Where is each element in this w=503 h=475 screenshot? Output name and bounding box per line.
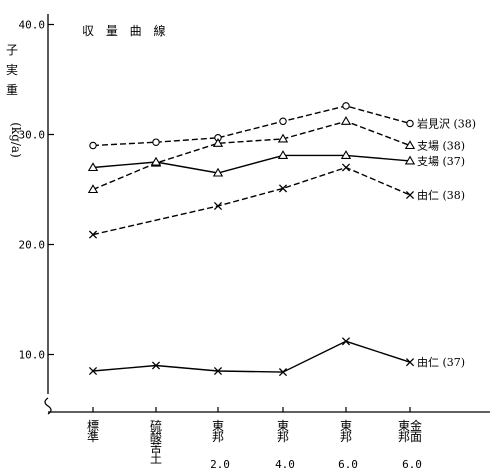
x-category-label: 苦: [150, 441, 162, 455]
x-marker: [88, 366, 98, 376]
x-category-label: 準: [87, 429, 99, 444]
series-line: [92, 120, 411, 191]
y-tick-label: 40.0: [19, 19, 46, 32]
series-label: 由仁 (37): [417, 355, 465, 369]
x-category-label: 邦面: [398, 430, 422, 444]
x-category-label: 邦: [212, 430, 224, 444]
x-marker: [278, 184, 288, 193]
triangle-marker: [277, 150, 289, 159]
series-line: [92, 154, 411, 174]
circle-marker: [89, 141, 97, 150]
x-category-value: 6.0: [402, 458, 422, 471]
x-category-value: 6.0: [338, 458, 358, 471]
x-marker: [405, 358, 415, 367]
series-label: 岩見沢 (38): [417, 117, 476, 131]
triangle-marker: [212, 138, 224, 147]
x-category-label: 酸: [150, 429, 162, 444]
y-tick-label: 10.0: [19, 349, 46, 362]
x-category-label: 土: [150, 452, 162, 466]
x-category-label: 標: [87, 419, 99, 433]
y-tick-label: 20.0: [19, 239, 46, 252]
x-category-value: 4.0: [275, 458, 295, 471]
x-category-label: 東: [212, 419, 224, 433]
x-marker: [213, 366, 223, 376]
series-3: 支場 (37): [87, 150, 465, 177]
series-label: 支場 (38): [417, 140, 465, 153]
series-label: 支場 (37): [417, 155, 465, 168]
circle-marker: [406, 119, 414, 128]
y-axis-unit: (kg/a): [9, 122, 23, 158]
x-category-label: 東: [340, 419, 352, 433]
x-marker: [341, 337, 351, 346]
y-axis-label: 実: [6, 62, 18, 77]
axes: 10.0 20.0 30.0 40.0: [19, 14, 490, 415]
y-tick-label: 30.0: [19, 129, 46, 142]
x-marker: [405, 190, 415, 200]
x-category-value: 2.0: [210, 458, 230, 471]
triangle-marker: [212, 167, 224, 177]
x-marker: [151, 361, 161, 370]
triangle-marker: [404, 140, 416, 150]
triangle-marker: [87, 162, 99, 172]
chart-title: 収 量 曲 線: [82, 23, 169, 38]
x-marker: [278, 368, 288, 377]
series-line: [92, 105, 411, 147]
x-category-label: 硫: [150, 418, 162, 433]
y-axis-label: 子: [6, 43, 18, 57]
x-category-label: 邦: [277, 430, 289, 444]
series-1: 岩見沢 (38): [89, 102, 476, 150]
circle-marker: [279, 117, 287, 126]
x-marker: [341, 163, 351, 172]
series-2: 支場 (38): [87, 116, 465, 194]
triangle-marker: [404, 155, 416, 165]
triangle-marker: [150, 156, 162, 166]
series-label: 由仁 (38): [417, 188, 465, 202]
series-line: [92, 340, 411, 373]
series-4: 由仁 (38): [88, 163, 465, 239]
triangle-marker: [277, 133, 289, 143]
triangle-marker: [340, 116, 352, 125]
x-category-label: 東: [277, 419, 289, 433]
x-category-label: 東金: [398, 418, 422, 433]
triangle-marker: [340, 150, 352, 159]
series-line: [92, 166, 411, 236]
x-category-label: 邦: [340, 430, 352, 444]
circle-marker: [152, 138, 160, 146]
series-5: 由仁 (37): [88, 337, 465, 377]
series-layer: 岩見沢 (38) 支場 (38) 支場 (37) 由仁 (38) 由仁 (37): [87, 102, 476, 377]
x-marker: [213, 201, 223, 211]
circle-marker: [342, 102, 350, 110]
x-marker: [88, 230, 98, 239]
triangle-marker: [87, 184, 99, 194]
y-axis-label: 重: [6, 83, 18, 97]
